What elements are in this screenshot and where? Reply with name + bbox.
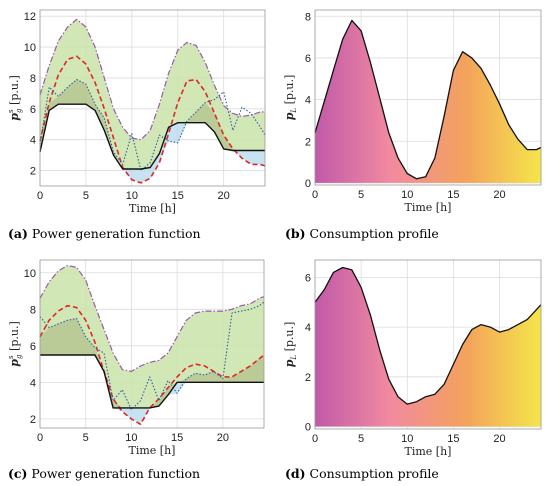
plot-frame — [314, 9, 542, 186]
caption-a: (a) Power generation function — [8, 226, 201, 241]
feasible-region-fill — [40, 265, 264, 408]
y-tick-label: 4 — [305, 322, 311, 334]
y-tick-label: 6 — [305, 272, 311, 284]
caption-d-text: Consumption profile — [305, 466, 439, 481]
consumption-line — [314, 266, 542, 405]
consumption-line — [314, 19, 542, 180]
caption-c-text: Power generation function — [27, 466, 201, 481]
caption-c-letter: (c) — [8, 466, 28, 481]
x-tick-label: 10 — [125, 432, 137, 444]
y-tick-label: 2 — [30, 166, 36, 178]
consumption-area — [315, 267, 541, 427]
x-tick-label: 20 — [493, 433, 505, 445]
chart-a: 0 5 10 15 20 2 4 6 8 10 12 Time [h] psg [p.u.] — [7, 9, 266, 215]
y-tick-label: 8 — [305, 11, 311, 23]
y-tick-label: 10 — [24, 268, 36, 280]
series-line-red-dashed — [39, 55, 266, 184]
y-tick-label: 10 — [24, 42, 36, 54]
x-tick-label: 10 — [401, 433, 413, 445]
caption-b: (b) Consumption profile — [285, 226, 439, 241]
caption-b-letter: (b) — [285, 226, 306, 241]
x-tick-label: 20 — [218, 190, 230, 202]
x-tick-label: 20 — [217, 432, 229, 444]
plot-frame — [39, 9, 266, 187]
x-tick-label: 15 — [171, 432, 183, 444]
series-line-upper-dashdot — [39, 264, 265, 372]
caption-c: (c) Power generation function — [8, 466, 200, 481]
y-axis-label: psg [p.u.] — [7, 321, 23, 366]
caption-d: (d) Consumption profile — [285, 466, 439, 481]
series-line-black-solid — [40, 354, 264, 409]
chart-b: 0 5 10 15 20 0 2 4 6 8 Time [h] pL [p.u.] — [283, 9, 542, 214]
x-tick-label: 5 — [358, 189, 364, 201]
y-tick-label: 6 — [30, 104, 36, 116]
x-tick-label: 10 — [401, 189, 413, 201]
chart-panel-b: 0 5 10 15 20 0 2 4 6 8 Time [h] pL [p.u.] — [275, 0, 550, 225]
caption-b-text: Consumption profile — [305, 226, 439, 241]
x-tick-label: 0 — [312, 433, 318, 445]
y-tick-label: 2 — [30, 414, 36, 426]
x-tick-label: 0 — [37, 190, 43, 202]
caption-d-letter: (d) — [285, 466, 306, 481]
y-axis-label: pL [p.u.] — [283, 75, 298, 121]
feasible-region-fill — [40, 19, 265, 169]
overlap-fill — [40, 318, 264, 408]
x-tick-label: 15 — [447, 433, 459, 445]
series-line-blue-dotted — [39, 301, 265, 411]
y-tick-label: 8 — [30, 304, 36, 316]
chart-panel-a: 0 5 10 15 20 2 4 6 8 10 12 Time [h] psg [p.u.] — [0, 0, 275, 225]
x-axis-label: Time [h] — [405, 201, 452, 214]
y-tick-label: 4 — [30, 377, 36, 389]
x-tick-label: 5 — [83, 190, 89, 202]
y-tick-label: 8 — [30, 73, 36, 85]
caption-a-text: Power generation function — [27, 226, 201, 241]
y-tick-label: 6 — [305, 53, 311, 65]
y-tick-label: 0 — [305, 422, 311, 434]
x-tick-label: 20 — [493, 189, 505, 201]
x-tick-label: 0 — [37, 432, 43, 444]
x-tick-label: 15 — [172, 190, 184, 202]
below-limit-fill — [40, 104, 265, 183]
y-axis-label: psg [p.u.] — [7, 75, 23, 120]
y-tick-label: 4 — [30, 135, 36, 147]
caption-a-letter: (a) — [8, 226, 28, 241]
y-tick-label: 2 — [305, 372, 311, 384]
y-tick-label: 6 — [30, 341, 36, 353]
y-tick-label: 0 — [305, 178, 311, 190]
x-tick-label: 10 — [126, 190, 138, 202]
x-axis-label: Time [h] — [129, 202, 176, 215]
chart-d: 0 5 10 15 20 0 2 4 6 Time [h] pL [p.u.] — [283, 259, 542, 458]
x-tick-label: 5 — [83, 432, 89, 444]
x-axis-label: Time [h] — [405, 445, 452, 458]
chart-panel-d: 0 5 10 15 20 0 2 4 6 Time [h] pL [p.u.] — [275, 250, 550, 468]
y-tick-label: 2 — [305, 136, 311, 148]
plot-frame — [39, 259, 265, 429]
consumption-area — [315, 20, 541, 183]
y-tick-label: 4 — [305, 95, 311, 107]
y-axis-label: pL [p.u.] — [283, 322, 298, 368]
plot-frame — [314, 259, 542, 430]
y-tick-label: 12 — [24, 11, 36, 23]
x-axis-label: Time [h] — [129, 444, 176, 457]
series-line-upper-dashdot — [39, 18, 265, 141]
x-tick-label: 0 — [312, 189, 318, 201]
series-line-black-solid — [39, 103, 265, 170]
chart-panel-c: 0 5 10 15 20 2 4 6 8 10 Time [h] psg [p.u.] — [0, 250, 275, 468]
x-tick-label: 5 — [358, 433, 364, 445]
x-tick-label: 15 — [447, 189, 459, 201]
